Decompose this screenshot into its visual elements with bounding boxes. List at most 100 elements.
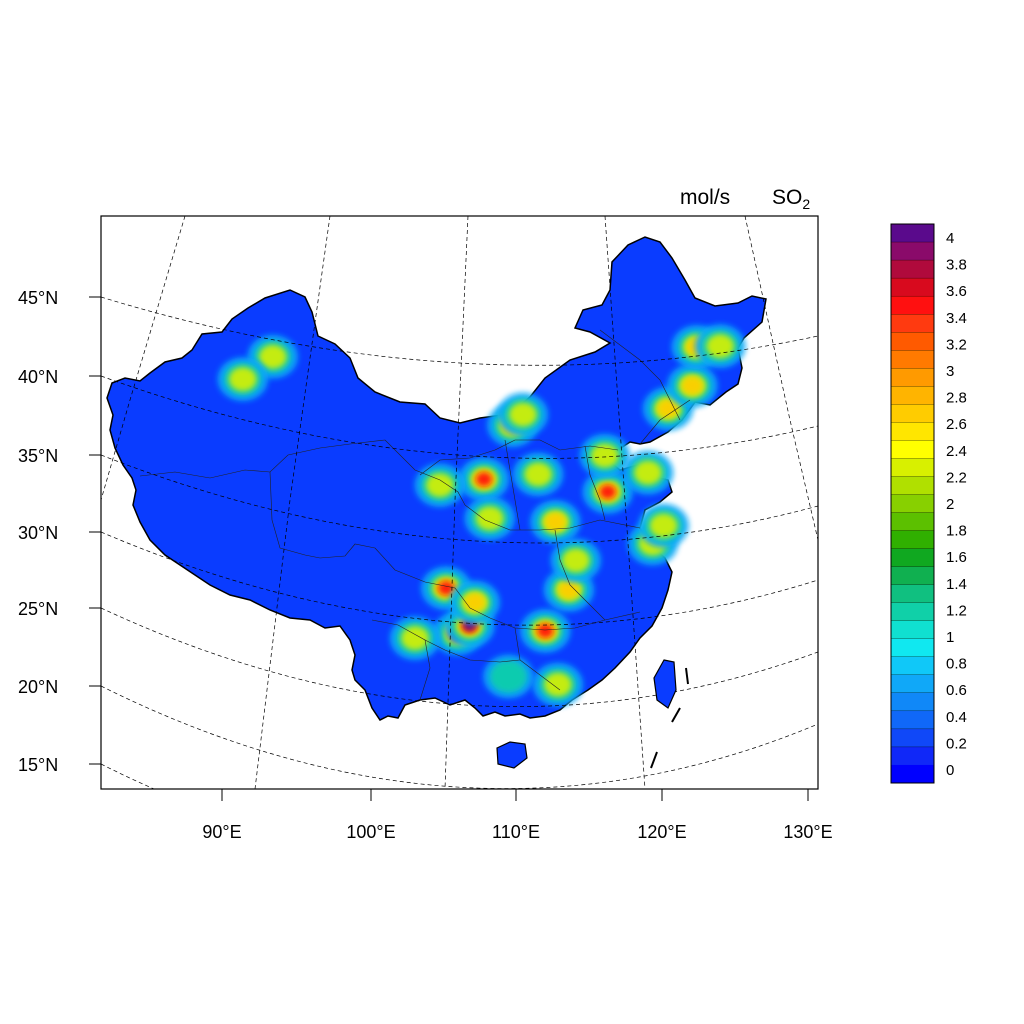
lat-tick-label: 40°N <box>18 367 58 387</box>
colorbar-label: 3.8 <box>946 257 967 274</box>
emission-hotspot <box>524 462 552 487</box>
colorbar-swatch <box>890 368 935 387</box>
colorbar-label: 2.2 <box>946 469 967 486</box>
colorbar-label: 0.2 <box>946 735 967 752</box>
colorbar-label: 1.8 <box>946 523 967 540</box>
lat-tick-label: 35°N <box>18 446 58 466</box>
map-panel <box>101 216 818 789</box>
colorbar-label: 3.4 <box>946 310 967 327</box>
units-label: mol/s <box>680 186 730 209</box>
emission-hotspot <box>401 626 429 651</box>
colorbar-swatch <box>890 295 935 315</box>
island-mark <box>685 667 689 685</box>
lat-tick-label: 15°N <box>18 755 58 775</box>
colorbar-label: 4 <box>946 230 954 247</box>
colorbar-label: 1.2 <box>946 602 967 619</box>
colorbar-swatch <box>890 332 935 351</box>
emission-hotspot <box>544 672 572 697</box>
colorbar-swatch <box>890 656 935 676</box>
emission-hotspot <box>599 484 616 499</box>
colorbar-label: 2.4 <box>946 443 967 460</box>
colorbar-swatch <box>890 440 935 460</box>
colorbar-swatch <box>890 223 935 243</box>
colorbar-label: 3.2 <box>946 336 967 353</box>
taiwan-island <box>653 659 677 709</box>
lon-tick-label: 100°E <box>346 822 395 842</box>
hainan-island <box>496 741 528 769</box>
emission-hotspot <box>634 460 662 485</box>
colorbar-swatch <box>890 259 935 279</box>
colorbar-swatch <box>890 548 935 568</box>
concentration-field <box>217 324 746 707</box>
lat-tick-label: 30°N <box>18 523 58 543</box>
colorbar-label: 2.8 <box>946 390 967 407</box>
colorbar-swatch <box>890 728 935 748</box>
emission-hotspot <box>258 344 287 369</box>
emission-hotspot <box>590 443 619 468</box>
emission-hotspot <box>426 473 454 498</box>
chart-title: mol/s SO2 <box>680 186 810 212</box>
island-mark <box>671 707 681 723</box>
colorbar-swatch <box>890 692 935 712</box>
island-mark <box>650 751 658 769</box>
emission-hotspot <box>438 581 455 596</box>
colorbar-label: 2 <box>946 496 954 513</box>
emission-hotspot <box>537 623 554 638</box>
colorbar-swatches <box>890 223 935 783</box>
lon-tick-label: 120°E <box>637 822 686 842</box>
emission-hotspot <box>509 402 537 427</box>
colorbar-swatch <box>891 764 934 783</box>
colorbar-swatch <box>890 277 935 297</box>
colorbar-label: 1.6 <box>946 549 967 566</box>
emission-hotspot <box>657 399 679 418</box>
colorbar-label: 0 <box>946 762 954 779</box>
lon-axis: 90°E 100°E 110°E 120°E 130°E <box>202 789 833 842</box>
colorbar-label: 0.6 <box>946 682 967 699</box>
emission-hotspot <box>228 367 257 392</box>
colorbar-swatch <box>890 620 935 640</box>
species-base: SO <box>772 186 802 209</box>
colorbar-swatch <box>890 530 935 550</box>
lat-tick-label: 20°N <box>18 677 58 697</box>
colorbar-swatch <box>890 386 935 405</box>
colorbar-swatch <box>890 476 935 496</box>
colorbar-label: 3.6 <box>946 283 967 300</box>
species-label: SO2 <box>772 186 810 212</box>
colorbar-swatch <box>890 566 935 586</box>
colorbar-swatch <box>890 674 935 694</box>
emission-hotspot <box>649 513 678 538</box>
colorbar-swatch <box>890 404 935 424</box>
emission-hotspot <box>558 580 580 599</box>
colorbar-swatch <box>890 494 935 514</box>
colorbar-swatch <box>890 602 935 622</box>
colorbar-label: 0.8 <box>946 656 967 673</box>
lon-tick-label: 110°E <box>492 822 540 842</box>
emission-hotspot <box>490 660 527 693</box>
emission-hotspot <box>681 376 703 395</box>
graticule <box>101 216 818 789</box>
colorbar-label: 1 <box>946 629 954 646</box>
species-subscript: 2 <box>802 196 810 212</box>
colorbar-swatch <box>890 512 935 532</box>
colorbar-swatch <box>890 350 935 369</box>
lat-tick-label: 25°N <box>18 599 58 619</box>
colorbar-label: 3 <box>946 363 954 380</box>
colorbar-labels: 4 3.8 3.6 3.4 3.2 3 2.8 2.6 2.4 2.2 2 1.8 1.6 1.4 1.2 1… <box>946 230 967 779</box>
colorbar-swatch <box>890 314 935 333</box>
colorbar-swatch <box>890 710 935 730</box>
emission-hotspot <box>475 506 504 531</box>
colorbar-label: 1.4 <box>946 576 967 593</box>
colorbar-label: 0.4 <box>946 709 967 726</box>
lat-tick-label: 45°N <box>18 288 58 308</box>
lat-axis: 45°N 40°N 35°N 30°N 25°N 20°N 15°N <box>18 288 101 775</box>
emission-hotspot <box>475 472 492 487</box>
lon-tick-label: 130°E <box>783 822 832 842</box>
lon-tick-label: 90°E <box>202 822 241 842</box>
colorbar-swatch <box>890 458 935 478</box>
emission-hotspot <box>464 593 486 612</box>
colorbar-swatch <box>890 584 935 604</box>
colorbar-swatch <box>890 746 935 766</box>
colorbar-swatch <box>890 638 935 658</box>
colorbar-swatch <box>890 241 935 261</box>
